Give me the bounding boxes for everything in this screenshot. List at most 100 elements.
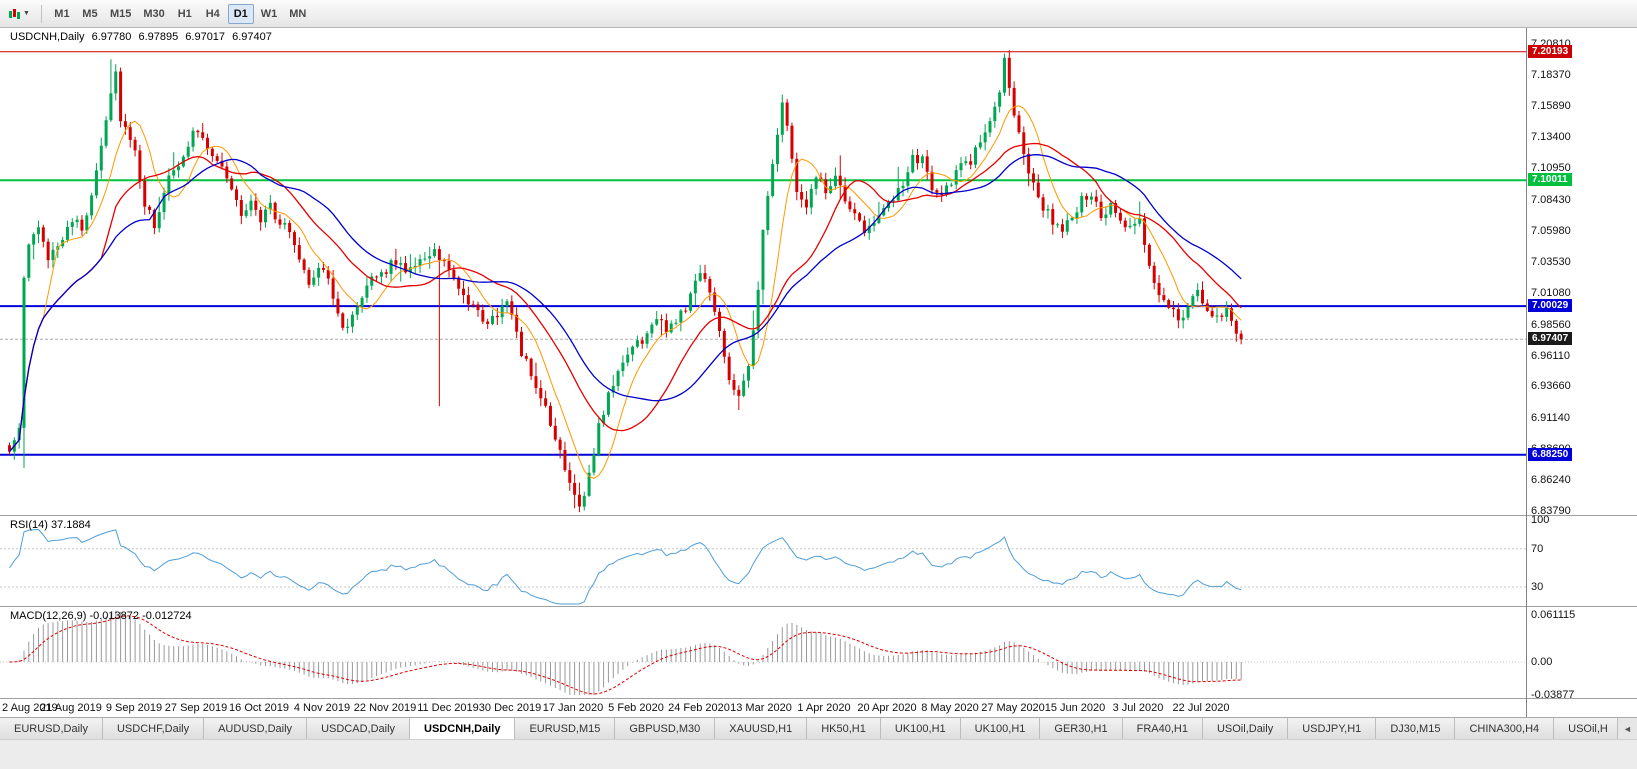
price-badge-resistance-line: 7.20193 <box>1528 45 1573 58</box>
timeframe-button-m30[interactable]: M30 <box>143 7 165 20</box>
status-bar <box>0 739 1637 769</box>
tab-hk50-h1[interactable]: HK50,H1 <box>807 718 881 739</box>
price-axis-label: 7.03530 <box>1531 256 1571 268</box>
macd-indicator-label: MACD(12,26,9) -0.013872 -0.012724 <box>10 610 192 622</box>
date-axis-label: 17 Jan 2020 <box>542 702 604 714</box>
date-axis-label: 4 Nov 2019 <box>293 702 351 714</box>
panel-separator[interactable] <box>0 606 1637 607</box>
timeframe-button-mn[interactable]: MN <box>289 7 307 20</box>
rsi-axis-label: 30 <box>1531 581 1544 593</box>
price-axis-separator <box>1526 28 1527 717</box>
timeframe-button-m15[interactable]: M15 <box>109 7 132 20</box>
macd-axis-label: 0.061115 <box>1531 609 1576 621</box>
price-axis-label: 6.93660 <box>1531 380 1571 392</box>
date-axis-label: 8 May 2020 <box>921 702 979 714</box>
price-axis-label: 7.05980 <box>1531 225 1571 237</box>
price-axis-label: 6.96110 <box>1531 350 1570 362</box>
close-value: 6.97407 <box>232 31 272 43</box>
price-badge-bid-price-line: 6.97407 <box>1528 332 1573 345</box>
price-axis-label: 7.01080 <box>1531 287 1571 299</box>
date-axis-label: 20 Apr 2020 <box>857 702 917 714</box>
price-badge-pivot-line-green: 7.10011 <box>1528 173 1572 186</box>
tab-fra40-h1[interactable]: FRA40,H1 <box>1122 718 1203 739</box>
chart-tab-bar: EURUSD,Daily USDCHF,Daily AUDUSD,Daily USDC… <box>0 717 1637 739</box>
price-axis-label: 7.18370 <box>1531 69 1571 81</box>
date-axis-label: 21 Aug 2019 <box>40 702 102 714</box>
date-axis-label: 16 Oct 2019 <box>229 702 289 714</box>
price-axis-label: 7.15890 <box>1531 100 1571 112</box>
price-axis-label: 7.08430 <box>1531 194 1571 206</box>
timeframe-button-h4[interactable]: H4 <box>205 7 220 20</box>
rsi-axis-label: 70 <box>1531 543 1544 555</box>
high-value: 6.97895 <box>138 31 179 43</box>
time-axis[interactable]: 2 Aug 2019 21 Aug 2019 9 Sep 2019 27 Sep 20… <box>0 699 1527 717</box>
chart-tabs: EURUSD,Daily USDCHF,Daily AUDUSD,Daily USDC… <box>0 718 1637 739</box>
tab-uk100-h1[interactable]: UK100,H1 <box>960 718 1041 739</box>
chart-type-dropdown-button[interactable]: ▼ <box>4 4 34 24</box>
tab-eurusd-m15[interactable]: EURUSD,M15 <box>515 718 616 739</box>
open-value: 6.97780 <box>91 31 132 43</box>
date-axis-label: 5 Feb 2020 <box>608 702 664 714</box>
tab-usoil-h[interactable]: USOil,H <box>1554 718 1623 739</box>
price-axis-label: 6.86240 <box>1531 474 1571 486</box>
low-value: 6.97017 <box>185 31 226 43</box>
tab-usdchf-daily[interactable]: USDCHF,Daily <box>102 718 205 739</box>
rsi-chart-canvas[interactable] <box>0 516 1527 606</box>
date-axis-label: 9 Sep 2019 <box>105 702 163 714</box>
tab-xauusd-h1[interactable]: XAUUSD,H1 <box>715 718 808 739</box>
timeframe-button-d1[interactable]: D1 <box>227 3 254 24</box>
tab-dj30-m15[interactable]: DJ30,M15 <box>1376 718 1456 739</box>
date-axis-label: 22 Nov 2019 <box>353 702 417 714</box>
tab-usdcad-daily[interactable]: USDCAD,Daily <box>307 718 411 739</box>
toolbar-separator <box>40 4 42 23</box>
tab-gbpusd-m30[interactable]: GBPUSD,M30 <box>615 718 716 739</box>
date-axis-label: 24 Feb 2020 <box>668 702 730 714</box>
price-axis-label: 6.83790 <box>1531 505 1571 517</box>
chart-ohlc-title: USDCNH,Daily 6.97780 6.97895 6.97017 6.9… <box>10 31 276 43</box>
scroll-left-icon: ◄ <box>1623 724 1632 734</box>
date-axis-label: 27 Sep 2019 <box>164 702 228 714</box>
macd-chart-canvas[interactable] <box>0 607 1527 698</box>
price-axis-label: 6.98560 <box>1531 319 1571 331</box>
timeframe-button-m5[interactable]: M5 <box>82 7 98 20</box>
price-axis-label: 6.91140 <box>1531 412 1570 424</box>
panel-separator[interactable] <box>0 698 1637 699</box>
candlestick-chart-icon <box>9 8 20 19</box>
price-badge-support-line-6882: 6.88250 <box>1528 448 1573 461</box>
macd-axis-label: -0.03877 <box>1531 689 1575 701</box>
tab-usdjpy-h1[interactable]: USDJPY,H1 <box>1288 718 1377 739</box>
date-axis-label: 11 Dec 2019 <box>417 702 479 714</box>
tab-usoil-daily[interactable]: USOil,Daily <box>1202 718 1289 739</box>
date-axis-label: 3 Jul 2020 <box>1112 702 1164 714</box>
date-axis-label: 22 Jul 2020 <box>1172 702 1230 714</box>
tab-china300-h4[interactable]: CHINA300,H4 <box>1455 718 1555 739</box>
tab-ger30-h1[interactable]: GER30,H1 <box>1040 718 1123 739</box>
timeframe-button-h1[interactable]: H1 <box>177 7 192 20</box>
price-chart-canvas[interactable] <box>0 28 1527 515</box>
timeframe-button-w1[interactable]: W1 <box>260 7 278 20</box>
macd-axis-label: 0.00 <box>1531 656 1553 668</box>
symbol-period-label: USDCNH,Daily <box>10 31 85 43</box>
tab-eurusd-daily[interactable]: EURUSD,Daily <box>0 718 103 739</box>
timeframe-button-group: M1 M5 M15 M30 H1 H4 D1 W1 MN <box>49 3 311 24</box>
date-axis-label: 27 May 2020 <box>981 702 1045 714</box>
rsi-axis-label: 100 <box>1531 514 1550 526</box>
chevron-down-icon: ▼ <box>23 10 30 17</box>
date-axis-label: 1 Apr 2020 <box>797 702 851 714</box>
timeframe-button-m1[interactable]: M1 <box>54 7 70 20</box>
rsi-indicator-label: RSI(14) 37.1884 <box>10 519 91 531</box>
price-axis-label: 7.13400 <box>1531 131 1571 143</box>
price-axis-label: 7.10950 <box>1531 162 1571 174</box>
date-axis-label: 2 Aug 2019 <box>2 702 58 714</box>
date-axis-label: 15 Jun 2020 <box>1044 702 1106 714</box>
panel-separator[interactable] <box>0 515 1637 516</box>
tab-uk100-h1[interactable]: UK100,H1 <box>880 718 961 739</box>
tab-usdcnh-daily[interactable]: USDCNH,Daily <box>410 718 516 739</box>
price-badge-support-line-7000: 7.00029 <box>1528 299 1573 312</box>
tab-audusd-daily[interactable]: AUDUSD,Daily <box>204 718 308 739</box>
tab-scroll-left-button[interactable]: ◄ <box>1617 718 1637 739</box>
date-axis-label: 30 Dec 2019 <box>478 702 542 714</box>
chart-window: USDCNH,Daily 6.97780 6.97895 6.97017 6.9… <box>0 28 1637 717</box>
timeframe-toolbar: ▼ M1 M5 M15 M30 H1 H4 D1 W1 MN <box>0 0 1637 28</box>
